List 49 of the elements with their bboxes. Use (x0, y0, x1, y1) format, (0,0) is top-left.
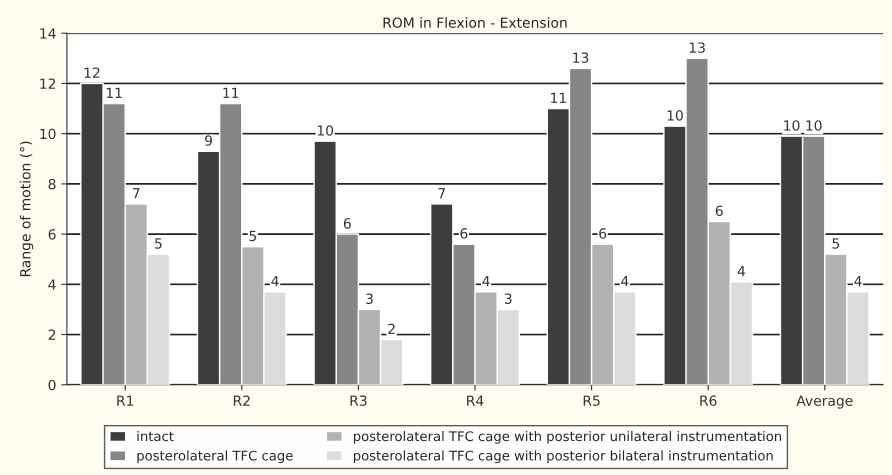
data-label: 2 (388, 324, 395, 334)
data-label: 9 (205, 135, 212, 146)
y-tick-label: 0 (48, 380, 56, 390)
data-label: 6 (599, 228, 606, 239)
data-label: 11 (551, 92, 566, 103)
data-label: 5 (250, 230, 256, 242)
data-label: 6 (716, 206, 723, 216)
data-label: 13 (690, 42, 705, 53)
legend-label: intact (137, 430, 174, 442)
x-tick-label: R5 (584, 396, 600, 406)
x-tick-label: R1 (117, 396, 134, 406)
data-label: 3 (504, 293, 512, 304)
data-label: 10 (806, 120, 822, 131)
y-tick-label: 6 (48, 229, 56, 240)
y-tick-label: 10 (40, 128, 56, 140)
data-label: 11 (106, 88, 122, 98)
data-label: 4 (621, 276, 628, 286)
legend-label: posterolateral TFC cage (137, 450, 293, 464)
legend-label: posterolateral TFC cage with posterior unilateral instrumentation (354, 430, 782, 444)
data-label: 10 (318, 125, 334, 136)
x-tick-label: R2 (234, 395, 250, 406)
x-tick-label: R4 (467, 396, 484, 406)
chart-title: ROM in Flexion - Extension (384, 17, 567, 28)
legend-label: posterolateral TFC cage with posterior bilateral instrumentation (354, 450, 773, 464)
data-label: 3 (366, 293, 373, 304)
data-label: 4 (482, 276, 490, 286)
data-label: 4 (738, 266, 746, 276)
data-label: 10 (784, 120, 800, 131)
data-label: 6 (460, 228, 468, 239)
data-label: 10 (668, 110, 683, 121)
data-label: 13 (573, 52, 588, 63)
data-label: 5 (832, 238, 840, 249)
data-label: 6 (344, 218, 351, 229)
x-tick-label: R3 (350, 395, 367, 406)
data-label: 4 (854, 276, 862, 286)
y-axis-title: Range of motion (°) (20, 142, 34, 276)
y-tick-label: 4 (48, 279, 56, 290)
y-tick-label: 2 (48, 330, 56, 340)
y-tick-label: 14 (40, 28, 56, 39)
x-tick-label: R6 (700, 395, 717, 406)
y-tick-label: 8 (48, 178, 56, 190)
data-label: 7 (438, 188, 445, 198)
data-label: 11 (223, 88, 238, 98)
y-tick-label: 12 (40, 78, 56, 89)
data-label: 7 (132, 188, 140, 198)
x-tick-label: Average (796, 396, 853, 409)
data-label: 5 (155, 238, 162, 249)
data-label: 4 (271, 276, 279, 286)
data-label: 12 (84, 67, 100, 78)
